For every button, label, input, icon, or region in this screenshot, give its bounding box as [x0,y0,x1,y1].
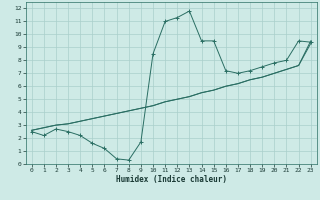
X-axis label: Humidex (Indice chaleur): Humidex (Indice chaleur) [116,175,227,184]
